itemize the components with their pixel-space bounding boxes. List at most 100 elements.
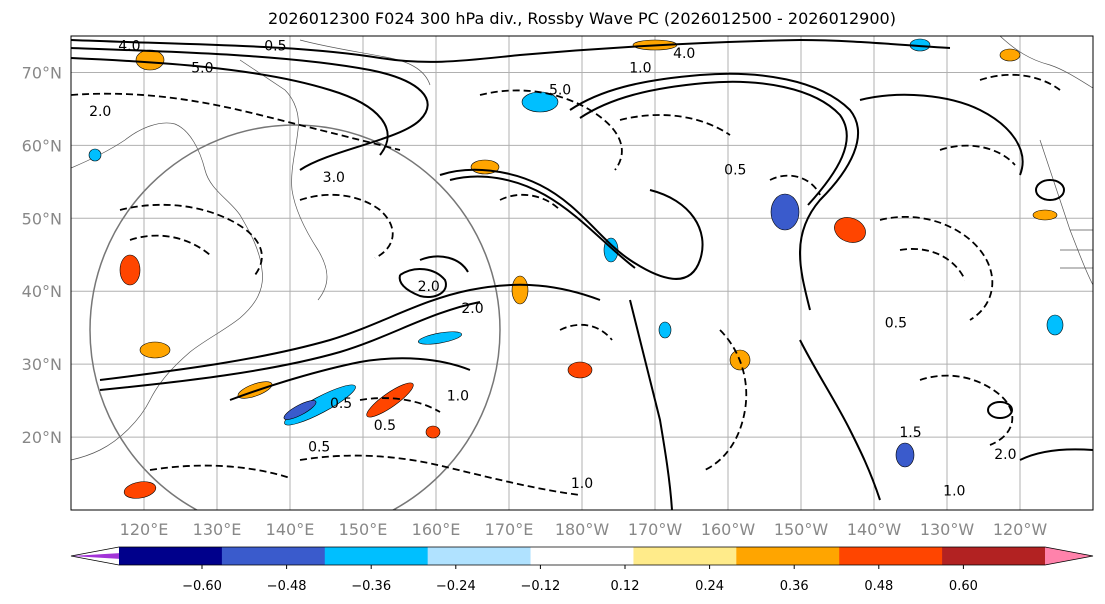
colorbar-tick-label: −0.12 — [520, 579, 560, 594]
contour-label: 2.0 — [418, 279, 440, 295]
contour-line — [99, 283, 601, 381]
shaded-region — [119, 254, 141, 286]
contour-line-dashed — [299, 193, 394, 259]
shaded-region — [123, 481, 157, 499]
contour-line — [71, 57, 389, 156]
shaded-region — [999, 48, 1021, 62]
colorbar-tick-label: 0.24 — [695, 579, 724, 594]
contour-label: 1.5 — [899, 425, 921, 441]
lon-tick-label: 160°E — [412, 520, 461, 539]
lon-tick-label: 140°E — [266, 520, 315, 539]
lon-tick-label: 140°W — [847, 520, 902, 539]
lon-tick-label: 170°W — [628, 520, 683, 539]
shaded-region — [1032, 209, 1058, 221]
rossby-wave-contours — [71, 38, 1093, 510]
contour-line — [1035, 179, 1066, 201]
contour-line-dashed — [479, 89, 623, 171]
lat-tick-label: 70°N — [22, 63, 62, 82]
colorbar-segment — [942, 547, 1046, 565]
colorbar-tick-label: −0.36 — [351, 579, 391, 594]
contour-label: 0.5 — [264, 39, 286, 55]
shaded-region — [834, 217, 866, 243]
colorbar-segment — [221, 547, 326, 565]
contour-label: 2.0 — [461, 301, 483, 317]
contour-line — [859, 93, 1024, 176]
latitude-axis: 70°N 60°N 50°N 40°N 30°N 20°N — [22, 63, 62, 447]
shaded-region — [284, 384, 356, 426]
range-circle — [89, 124, 501, 510]
colorbar-tick-label: −0.48 — [267, 579, 307, 594]
contour-label: 0.5 — [330, 396, 352, 412]
colorbar: −0.60 −0.48 −0.36 −0.24 −0.12 0.12 0.24 0.36 0.4… — [70, 546, 1094, 594]
colorbar-segment — [1045, 547, 1093, 565]
colorbar-tick-label: 0.36 — [780, 579, 809, 594]
lon-tick-label: 150°E — [339, 520, 388, 539]
contour-line — [1019, 448, 1093, 461]
colorbar-segment — [736, 547, 840, 565]
contour-line-dashed — [979, 73, 1061, 91]
shaded-region — [567, 361, 593, 379]
contour-label: 5.0 — [549, 82, 571, 98]
colorbar-segment — [119, 547, 223, 565]
contour-line-dashed — [119, 203, 263, 276]
colorbar-tick-label: 0.12 — [611, 579, 640, 594]
contour-line — [579, 80, 848, 206]
contour-label: 2.0 — [994, 447, 1016, 463]
contour-line — [799, 339, 881, 501]
contour-line-dashed — [619, 114, 731, 136]
contour-line — [449, 175, 636, 269]
contour-label: 1.0 — [943, 483, 965, 499]
coastlines — [71, 36, 1093, 461]
contour-line-dashed — [559, 323, 613, 341]
colorbar-tick-label: −0.24 — [436, 579, 476, 594]
colorbar-tick-label: −0.60 — [182, 579, 222, 594]
lon-tick-label: 120°W — [993, 520, 1048, 539]
contour-label: 5.0 — [191, 60, 213, 76]
shaded-region — [418, 331, 462, 345]
contour-line-dashed — [769, 174, 821, 196]
lon-tick-label: 180°W — [555, 520, 610, 539]
contour-line-dashed — [149, 464, 291, 479]
contour-label: 0.5 — [885, 316, 907, 332]
contour-label: 4.0 — [118, 39, 140, 55]
colorbar-segment — [530, 547, 634, 565]
divergence-shading — [88, 38, 1064, 499]
shaded-region — [425, 425, 441, 439]
contour-labels: 4.0 2.0 5.0 0.5 3.0 5.0 4.0 2.0 2.0 1.0 0.5 0.5 0.5 1… — [89, 39, 1016, 500]
lat-tick-label: 30°N — [22, 355, 62, 374]
contour-line — [229, 357, 471, 401]
shaded-region — [895, 442, 915, 468]
contour-label: 1.0 — [571, 476, 593, 492]
contour-line-dashed — [899, 248, 966, 281]
contour-line — [629, 299, 673, 510]
colorbar-segment — [427, 547, 532, 565]
contour-line — [987, 401, 1014, 419]
contour-line — [99, 301, 481, 391]
map-plot-area: 4.0 2.0 5.0 0.5 3.0 5.0 4.0 2.0 2.0 1.0 0.5 0.5 0.5 1… — [70, 35, 1094, 511]
shaded-region — [1046, 314, 1064, 336]
shaded-region — [511, 275, 529, 305]
shaded-region — [139, 341, 171, 359]
lon-tick-label: 130°W — [920, 520, 975, 539]
contour-line — [419, 255, 469, 273]
shaded-region — [658, 321, 672, 339]
figure-title: 2026012300 F024 300 hPa div., Rossby Wav… — [268, 9, 896, 28]
contour-line-dashed — [919, 374, 1014, 446]
lon-tick-label: 160°W — [701, 520, 756, 539]
contour-line — [398, 268, 447, 298]
colorbar-tick-label: 0.60 — [949, 579, 978, 594]
shaded-region — [770, 193, 800, 231]
colorbar-segment — [839, 547, 943, 565]
shaded-region — [88, 148, 102, 162]
lon-tick-label: 130°E — [193, 520, 242, 539]
contour-label: 1.0 — [447, 389, 469, 405]
contour-line — [71, 38, 951, 63]
contour-line-dashed — [704, 329, 748, 471]
longitude-axis: 120°E 130°E 140°E 150°E 160°E 170°E 180°W 170°W… — [120, 520, 1048, 539]
contour-line — [439, 168, 704, 280]
colorbar-segment — [633, 547, 737, 565]
contour-line-dashed — [71, 92, 401, 151]
colorbar-segment — [324, 547, 429, 565]
shaded-region — [283, 400, 317, 420]
